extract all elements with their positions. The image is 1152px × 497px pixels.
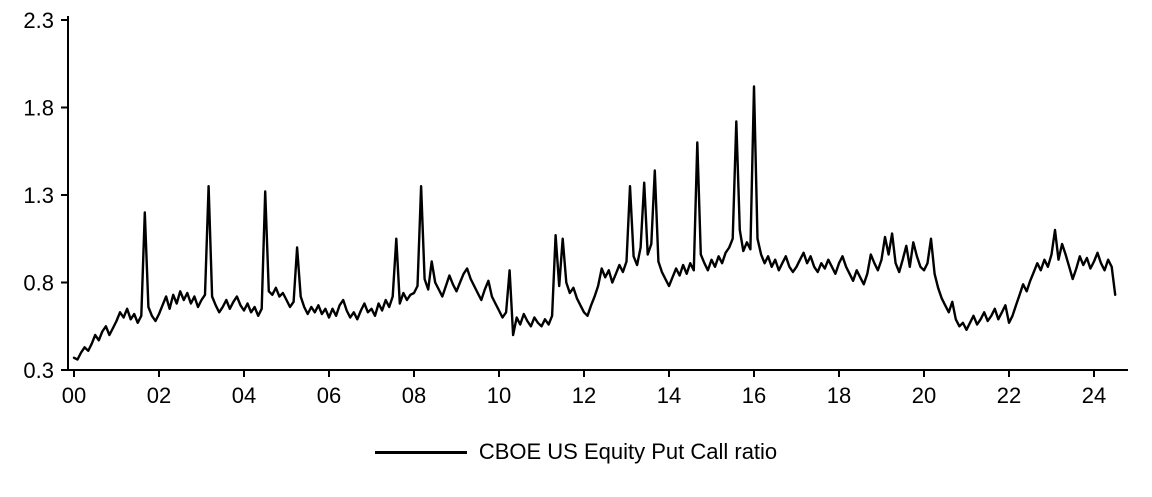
y-tick-label: 1.3 [23,183,54,208]
x-tick-label: 10 [487,383,511,408]
x-tick-label: 12 [572,383,596,408]
x-tick-label: 08 [402,383,426,408]
x-tick-label: 24 [1082,383,1106,408]
x-tick-label: 04 [232,383,256,408]
legend-line-sample [374,450,467,454]
y-tick-label: 2.3 [23,8,54,33]
x-tick-label: 06 [317,383,341,408]
x-tick-label: 02 [147,383,171,408]
chart-legend: CBOE US Equity Put Call ratio [0,439,1152,465]
y-tick-label: 0.8 [23,271,54,296]
x-tick-label: 20 [912,383,936,408]
x-tick-label: 14 [657,383,681,408]
x-tick-label: 18 [827,383,851,408]
legend-label: CBOE US Equity Put Call ratio [478,439,778,464]
chart-canvas: 0.3 0.8 1.3 1.8 2.3 00 02 04 06 08 10 12 14 16 18 20 22 2… [23,8,1128,408]
x-tick-label: 00 [62,383,86,408]
y-tick-label: 0.3 [23,358,54,383]
y-tick-label: 1.8 [23,96,54,121]
x-tick-label: 16 [742,383,766,408]
series-line [72,85,1117,361]
x-tick-label: 22 [997,383,1021,408]
